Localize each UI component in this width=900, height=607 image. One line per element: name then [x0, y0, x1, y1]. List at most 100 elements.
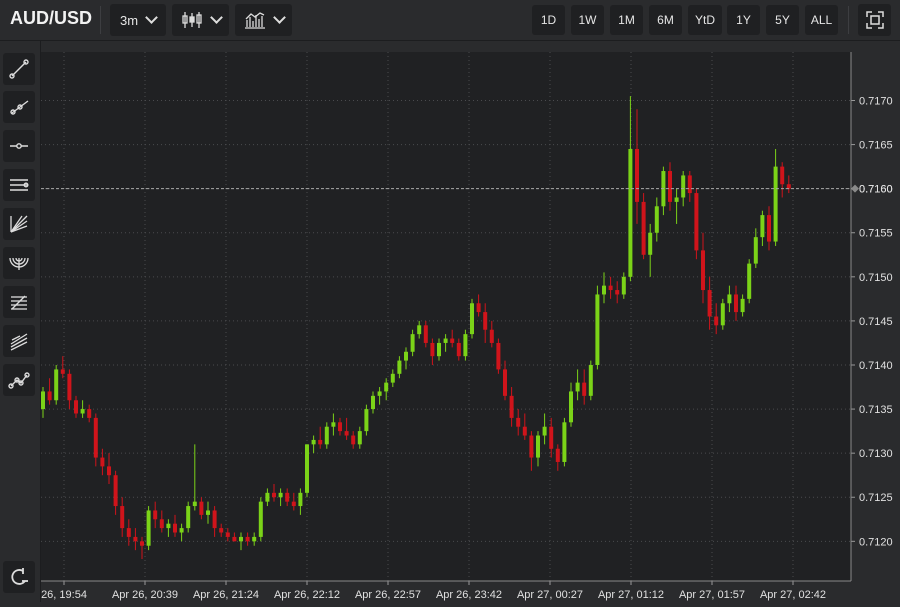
- horizontal-line-tool[interactable]: [3, 130, 35, 162]
- candle-body: [668, 171, 672, 202]
- candle-body: [588, 364, 593, 396]
- magnet-tool[interactable]: [3, 561, 35, 593]
- x-tick-label: Apr 27, 02:42: [760, 589, 826, 601]
- candle-body: [687, 175, 692, 194]
- candle-body: [602, 285, 606, 295]
- candle-body: [338, 422, 342, 432]
- ray-icon: [10, 100, 29, 115]
- candle-body: [67, 373, 72, 401]
- toolbar-divider: [100, 6, 101, 34]
- x-tick-label: Apr 27, 01:12: [598, 589, 664, 601]
- candle-body: [767, 215, 771, 242]
- candle-body: [489, 329, 494, 343]
- range-button-6m[interactable]: 6M: [649, 5, 682, 35]
- candle-body: [390, 373, 395, 383]
- range-button-all[interactable]: ALL: [805, 5, 838, 35]
- candle-body: [133, 536, 138, 542]
- candle-body: [153, 510, 158, 520]
- candle-body: [786, 184, 791, 189]
- range-button-1m[interactable]: 1M: [610, 5, 643, 35]
- plot-background: [41, 52, 851, 581]
- candle-body: [707, 290, 712, 317]
- fib-fan-tool[interactable]: [3, 208, 35, 240]
- candle-body: [635, 148, 639, 202]
- candle-body: [113, 475, 118, 507]
- candle-body: [225, 532, 230, 537]
- x-tick-label: Apr 26, 21:24: [193, 589, 259, 601]
- candle-body: [305, 444, 309, 493]
- y-tick-label: 0.7135: [859, 404, 893, 416]
- candle-body: [503, 369, 507, 396]
- candle-body: [417, 325, 422, 335]
- candle-body: [331, 422, 336, 427]
- last-price-marker: [851, 184, 859, 193]
- candle-body: [54, 369, 59, 401]
- candle-body: [641, 201, 646, 255]
- y-tick-label: 0.7125: [859, 492, 893, 504]
- candle-body: [740, 298, 745, 313]
- candle-body: [219, 528, 224, 533]
- interval-dropdown[interactable]: 3m: [110, 4, 166, 36]
- candle-body: [780, 166, 785, 185]
- candle-body: [694, 193, 699, 251]
- fullscreen-button[interactable]: [858, 4, 891, 36]
- pitchfork-icon: [10, 333, 28, 351]
- candle-body: [734, 294, 738, 313]
- candle-body: [555, 448, 560, 462]
- candle-body: [443, 338, 448, 343]
- indicators-dropdown[interactable]: [235, 4, 292, 36]
- indicators-icon: [244, 12, 265, 29]
- pitchfork-tool[interactable]: [3, 325, 35, 357]
- candle-body: [674, 197, 679, 202]
- y-tick-label: 0.7145: [859, 316, 893, 328]
- candle-body: [397, 360, 402, 374]
- candle-body: [298, 492, 303, 507]
- range-button-1d[interactable]: 1D: [532, 5, 565, 35]
- candle-body: [93, 417, 98, 458]
- candle-body: [272, 492, 276, 498]
- candle-body: [760, 215, 765, 238]
- candle-body: [654, 206, 659, 233]
- candle-body: [483, 312, 488, 330]
- y-tick-label: 0.7150: [859, 272, 893, 284]
- path-tool[interactable]: [3, 364, 35, 396]
- chart-type-dropdown[interactable]: [172, 4, 229, 36]
- candle-body: [423, 325, 428, 343]
- candle-body: [720, 303, 725, 326]
- x-tick-label: Apr 26, 22:12: [274, 589, 340, 601]
- range-button-ytd[interactable]: YtD: [688, 5, 722, 35]
- candle-body: [582, 382, 587, 396]
- fib-retracement-icon: [11, 295, 27, 310]
- ray-tool[interactable]: [3, 91, 35, 123]
- candlestick-chart[interactable]: 0.7120 0.7125 0.7130 0.7135 0.7140 0.7145 0.71…: [41, 41, 900, 602]
- range-button-5y[interactable]: 5Y: [766, 5, 799, 35]
- candle-body: [146, 510, 151, 546]
- fib-arc-tool[interactable]: [3, 247, 35, 279]
- range-button-1w[interactable]: 1W: [571, 5, 604, 35]
- candle-body: [371, 395, 375, 410]
- x-tick-label: Apr 26, 23:42: [436, 589, 502, 601]
- trend-line-tool[interactable]: [3, 53, 35, 85]
- x-tick-label: Apr 26, 22:57: [355, 589, 421, 601]
- range-button-1y[interactable]: 1Y: [727, 5, 760, 35]
- candle-body: [60, 369, 65, 374]
- candle-body: [628, 148, 633, 277]
- y-tick-label: 0.7165: [859, 140, 893, 152]
- magnet-icon: [11, 568, 28, 585]
- x-tick-label: Apr 27, 00:27: [517, 589, 583, 601]
- candle-body: [278, 492, 283, 498]
- candle-body: [252, 536, 257, 542]
- symbol-title: AUD/USD: [10, 8, 93, 28]
- candle-body: [140, 541, 144, 546]
- y-tick-label: 0.7140: [859, 360, 893, 372]
- candle-body: [87, 409, 92, 418]
- candle-body: [476, 303, 481, 313]
- drawing-tools-sidebar: [0, 41, 41, 602]
- parallel-channel-tool[interactable]: [3, 169, 35, 201]
- fib-fan-icon: [10, 215, 28, 233]
- candle-body: [212, 510, 217, 529]
- fib-retracement-tool[interactable]: [3, 286, 35, 318]
- chart-area[interactable]: 0.7120 0.7125 0.7130 0.7135 0.7140 0.7145 0.71…: [41, 41, 900, 602]
- candle-body: [562, 422, 567, 462]
- candle-body: [404, 351, 408, 361]
